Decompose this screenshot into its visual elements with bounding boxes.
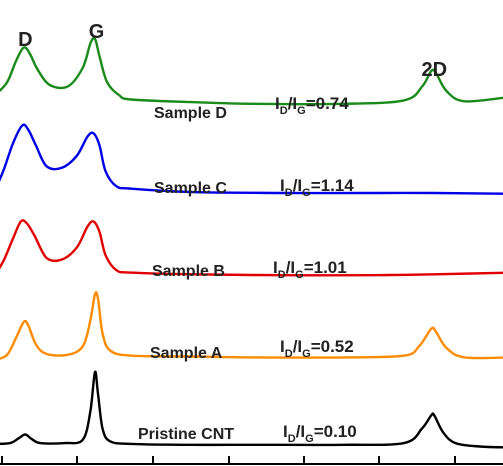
sample-labels: Pristine CNT ID/IG=0.10 Sample A ID/IG=0.52… bbox=[138, 94, 357, 445]
intensity-ratio-label: ID/IG=1.01 bbox=[273, 258, 347, 281]
series-label: Sample C bbox=[154, 180, 227, 197]
series-label: Pristine CNT bbox=[138, 426, 234, 443]
intensity-ratio-label: ID/IG=1.14 bbox=[280, 176, 354, 199]
series-line-sample-b bbox=[0, 219, 503, 277]
series-label: Sample A bbox=[150, 345, 223, 362]
peak-label: G bbox=[89, 21, 105, 43]
series-label: Sample B bbox=[152, 263, 225, 280]
spectra-curves bbox=[0, 36, 503, 449]
intensity-ratio-label: ID/IG=0.10 bbox=[283, 422, 357, 445]
intensity-ratio-label: ID/IG=0.74 bbox=[275, 94, 349, 117]
series-line-sample-c bbox=[0, 123, 503, 195]
x-axis bbox=[0, 456, 503, 465]
series-line-pristine-cnt bbox=[0, 370, 503, 449]
intensity-ratio-label: ID/IG=0.52 bbox=[280, 337, 354, 360]
peak-labels: D G 2D bbox=[18, 21, 447, 81]
peak-label: D bbox=[18, 29, 32, 51]
series-line-sample-d bbox=[0, 36, 503, 106]
series-line-sample-a bbox=[0, 291, 503, 360]
series-label: Sample D bbox=[154, 105, 227, 122]
peak-label: 2D bbox=[421, 59, 447, 81]
